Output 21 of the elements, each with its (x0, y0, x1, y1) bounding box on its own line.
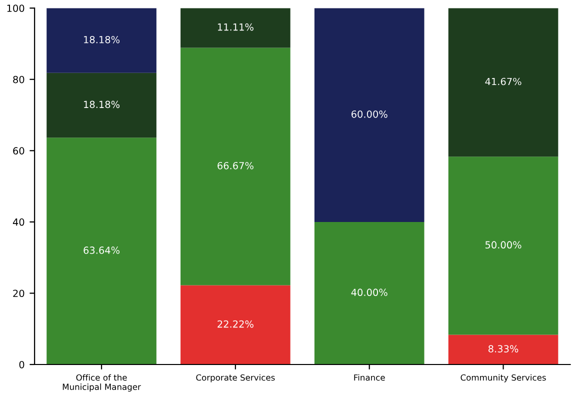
y-tick-label: 0 (19, 360, 24, 368)
data-label: 41.67% (485, 78, 522, 86)
x-tick-label: Corporate Services (196, 374, 275, 382)
x-tick-label: Community Services (460, 374, 546, 382)
data-label: 63.64% (84, 246, 120, 254)
y-tick-label: 40 (12, 218, 24, 226)
x-tick-label: Office of the Municipal Manager (62, 374, 141, 392)
x-tick-label: Finance (354, 374, 385, 381)
y-tick-label: 80 (13, 76, 24, 84)
y-tick-label: 20 (13, 290, 24, 298)
data-label: 18.18% (84, 100, 120, 108)
data-label: 22.22% (218, 320, 254, 328)
y-tick-label: 60 (13, 147, 24, 154)
data-label: 66.67% (218, 162, 254, 170)
data-label: 40.00% (351, 288, 388, 296)
y-tick-label: 100 (7, 4, 24, 12)
data-label: 8.33% (488, 345, 518, 352)
data-label: 60.00% (352, 110, 388, 118)
data-label: 50.00% (485, 241, 522, 249)
data-label: 11.11% (218, 23, 254, 31)
data-label: 18.18% (84, 36, 120, 44)
